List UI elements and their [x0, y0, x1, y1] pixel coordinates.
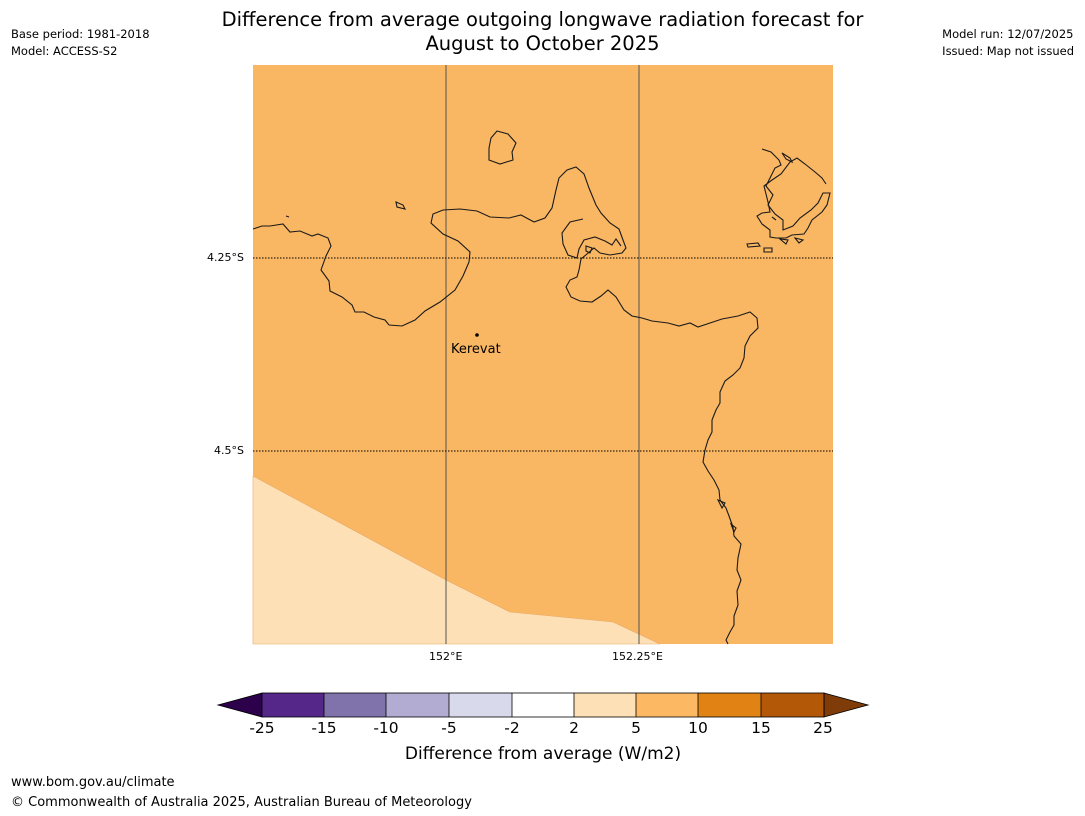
model-run: Model run: 12/07/2025	[942, 27, 1074, 41]
issued-status: Issued: Map not issued	[942, 44, 1074, 58]
meta-left: Base period: 1981-2018 Model: ACCESS-S2	[11, 26, 150, 60]
lon-tick-152-25: 152.25°E	[612, 650, 663, 663]
colorbar-tick: 2	[569, 719, 579, 737]
colorbar-bin--5--2	[449, 693, 512, 717]
coastline-inner-bay	[561, 218, 622, 259]
coastline-islet-south-2	[729, 522, 737, 534]
coastline-islet-west	[395, 201, 407, 210]
colorbar-tick: -2	[504, 719, 520, 737]
colorbar-bin-15-25	[761, 693, 824, 717]
colorbar-bin--2-2	[512, 693, 574, 717]
lat-tick-4-25: 4.25°S	[207, 251, 244, 264]
coastline-islet-ne-5	[793, 237, 805, 244]
coastline-islet-ne-6	[771, 216, 777, 221]
colorbar-label: Difference from average (W/m2)	[404, 744, 682, 764]
colorbar-tick: 5	[631, 719, 641, 737]
colorbar-tick: 25	[813, 719, 833, 737]
coastline	[252, 130, 831, 645]
colorbar-tick: -25	[249, 719, 275, 737]
colorbar-bin-2-5	[574, 693, 636, 717]
map-title: Difference from average outgoing longwav…	[221, 8, 864, 55]
place-label-kerevat: Kerevat	[451, 342, 501, 357]
model-name: Model: ACCESS-S2	[11, 44, 118, 58]
colorbar-extend-low	[216, 692, 263, 718]
colorbar-tick: 10	[688, 719, 708, 737]
colorbar	[216, 692, 870, 718]
lat-tick-4-5: 4.5°S	[214, 444, 244, 457]
colorbar-tick: -15	[311, 719, 337, 737]
coastline-new-ireland	[756, 148, 831, 239]
map-panel	[252, 65, 833, 645]
colorbar-bin--25--15	[262, 693, 324, 717]
colorbar-bin-10-15	[698, 693, 761, 717]
coastline-islet-ne-4	[778, 238, 789, 245]
colorbar-bin--10--5	[386, 693, 449, 717]
coastline-islet-ne-2	[746, 242, 761, 248]
colorbar-extend-high	[823, 692, 870, 718]
coastline-gazelle-peninsula	[252, 166, 759, 645]
footer-copyright: © Commonwealth of Australia 2025, Austra…	[11, 795, 472, 810]
lon-tick-152: 152°E	[429, 650, 463, 663]
colorbar-bin--15--10	[324, 693, 386, 717]
colorbar-tick: 15	[751, 719, 771, 737]
coastline-islet-ne-1	[781, 152, 794, 164]
coastline-islet-bay	[585, 245, 593, 254]
kerevat-marker	[475, 333, 479, 337]
base-period: Base period: 1981-2018	[11, 27, 150, 41]
coastline-islet-south-1	[716, 498, 726, 510]
meta-right: Model run: 12/07/2025 Issued: Map not is…	[942, 26, 1074, 60]
colorbar-dividers	[323, 693, 762, 717]
coastline-islet-tiny	[285, 215, 290, 218]
coastline-islet-ne-3	[763, 247, 773, 253]
colorbar-tick: -10	[373, 719, 399, 737]
colorbar-bin-5-10	[636, 693, 698, 717]
footer-url: www.bom.gov.au/climate	[11, 775, 175, 790]
coastline-duke-of-york	[488, 130, 517, 165]
colorbar-outline	[261, 692, 825, 718]
colorbar-tick: -5	[441, 719, 457, 737]
